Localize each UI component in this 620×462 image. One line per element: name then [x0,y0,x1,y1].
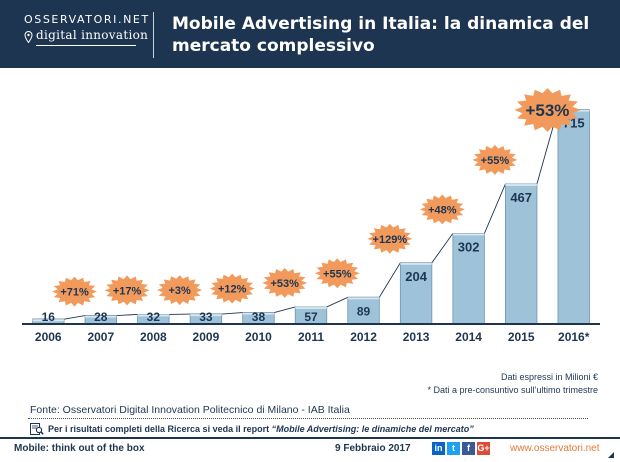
growth-label: +55% [323,268,352,280]
bar-value-label: 28 [94,310,108,324]
growth-label: +53% [525,101,569,120]
report-prefix: Per i risultati completi della Ricerca s… [48,424,272,434]
x-tick-label: 2013 [403,330,430,344]
bar-highlight [190,314,222,317]
bar-highlight [347,297,380,300]
location-pin-icon [24,31,33,43]
bar-value-label: 57 [304,310,318,324]
report-title: “Mobile Advertising: le dinamiche del me… [271,424,474,434]
x-tick-label: 2016* [558,330,590,344]
growth-label: +71% [60,287,89,299]
x-tick-label: 2015 [508,330,535,344]
bar-value-label: 38 [252,310,266,324]
bar-highlight [85,315,117,318]
growth-label: +12% [218,284,247,296]
bar [505,183,538,325]
x-tick-label: 2008 [140,330,167,344]
brand-name: OSSERVATORI.NET [24,13,150,26]
header-divider [153,12,154,58]
growth-label: +55% [481,155,510,167]
bar-highlight [452,233,485,236]
unit-note: Dati espressi in Milioni € [500,372,598,382]
growth-label: +48% [428,204,457,216]
bar-value-label: 204 [405,269,427,284]
growth-label: +17% [113,285,142,297]
x-tick-label: 2007 [87,330,114,344]
bar-highlight [242,312,275,315]
bar-value-label: 302 [458,239,480,254]
page-title: Mobile Advertising in Italia: la dinamic… [172,14,590,56]
bar-highlight [295,306,327,309]
report-note: Per i risultati completi della Ricerca s… [48,424,474,434]
google-plus-icon[interactable]: G+ [477,442,490,455]
growth-burst [472,144,518,175]
growth-burst [157,275,203,306]
source-text: Fonte: Osservatori Digital Innovation Po… [30,404,350,416]
bar-value-label: 16 [42,310,56,324]
bar [557,109,590,325]
bar-highlight [137,314,170,317]
growth-burst [104,275,150,306]
x-tick-label: 2009 [193,330,220,344]
footer-url-link[interactable]: www.osservatori.net [510,443,600,454]
facebook-icon[interactable]: f [462,442,475,455]
brand-tagline: digital innovation [36,28,149,42]
bar-highlight [32,319,65,322]
footer-tagline: Mobile: think out of the box [14,443,145,454]
bar [399,262,433,325]
bar-highlight [505,183,537,186]
growth-burst [262,267,308,298]
growth-label: +129% [373,234,408,246]
x-tick-label: 2012 [350,330,377,344]
header-bar: OSSERVATORI.NET digital innovation Mobil… [0,0,620,68]
footer-date: 9 Febbraio 2017 [335,443,411,454]
growth-label: +53% [271,278,300,290]
footer-line [0,437,620,439]
bar [452,232,485,325]
bar-value-label: 33 [199,310,213,324]
bar-value-label: 89 [357,304,371,318]
growth-burst [367,223,413,254]
preconsuntivo-note: * Dati a pre-consuntivo sull’ultimo trim… [427,385,598,395]
growth-label: +3% [168,285,191,297]
x-tick-label: 2011 [298,330,324,344]
brand-underline [36,45,136,46]
growth-burst [209,273,255,304]
linkedin-icon[interactable]: in [432,442,445,455]
x-tick-label: 2006 [35,330,62,344]
growth-burst [514,88,581,132]
growth-burst [314,258,360,289]
x-tick-label: 2010 [245,330,272,344]
growth-burst [419,194,465,225]
bar-highlight [400,262,432,265]
bar-value-label: 32 [147,310,161,324]
x-tick-label: 2014 [455,330,482,344]
bar-value-label: 467 [510,190,532,205]
twitter-icon[interactable]: t [447,442,460,455]
corner-arrow-icon [608,452,614,458]
magnifier-document-icon [30,423,44,435]
dotted-divider [28,418,588,419]
growth-burst [52,276,97,307]
